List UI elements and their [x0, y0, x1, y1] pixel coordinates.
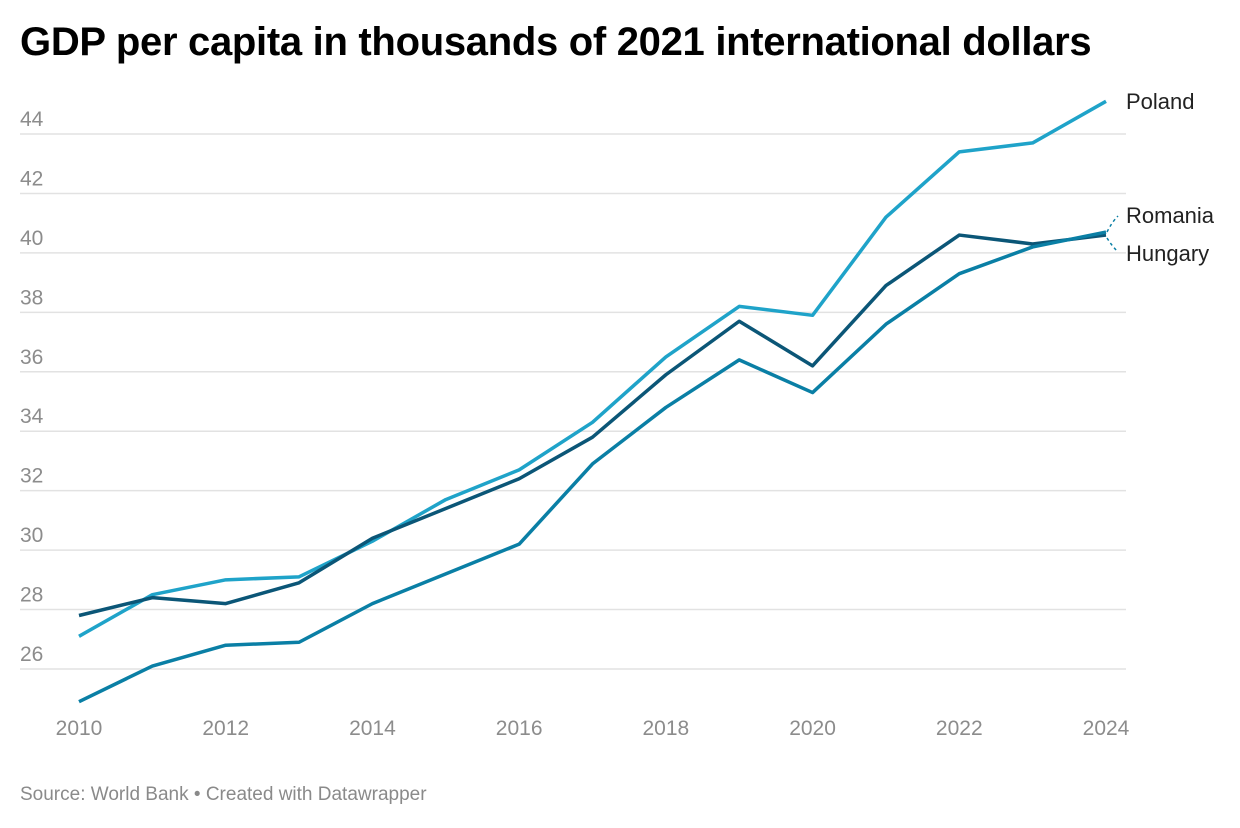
y-tick-label: 30 — [20, 524, 43, 547]
x-tick-label: 2020 — [789, 717, 836, 740]
series-label-hungary: Hungary — [1126, 241, 1209, 266]
x-tick-label: 2014 — [349, 717, 396, 740]
label-connector — [1106, 237, 1119, 253]
series-line-poland — [78, 99, 1107, 638]
chart-title: GDP per capita in thousands of 2021 inte… — [20, 20, 1092, 64]
y-tick-label: 32 — [20, 465, 43, 488]
x-tick-label: 2018 — [642, 717, 689, 740]
label-connector — [1106, 215, 1119, 233]
y-tick-label: 36 — [20, 346, 43, 369]
x-tick-label: 2022 — [936, 717, 983, 740]
series-line-romania — [78, 233, 1107, 618]
y-tick-label: 38 — [20, 286, 43, 309]
series-label-poland: Poland — [1126, 89, 1195, 114]
x-tick-label: 2012 — [202, 717, 249, 740]
x-tick-label: 2016 — [496, 717, 543, 740]
series-label-romania: Romania — [1126, 203, 1215, 228]
y-tick-label: 44 — [20, 108, 44, 131]
y-tick-label: 42 — [20, 167, 43, 190]
y-tick-label: 34 — [20, 405, 44, 428]
x-tick-label: 2024 — [1083, 717, 1130, 740]
source-note: Source: World Bank • Created with Datawr… — [20, 784, 427, 805]
y-tick-label: 40 — [20, 227, 43, 250]
y-tick-label: 28 — [20, 584, 43, 607]
series-line-hungary — [78, 230, 1107, 704]
x-tick-label: 2010 — [56, 717, 103, 740]
y-tick-label: 26 — [20, 643, 43, 666]
